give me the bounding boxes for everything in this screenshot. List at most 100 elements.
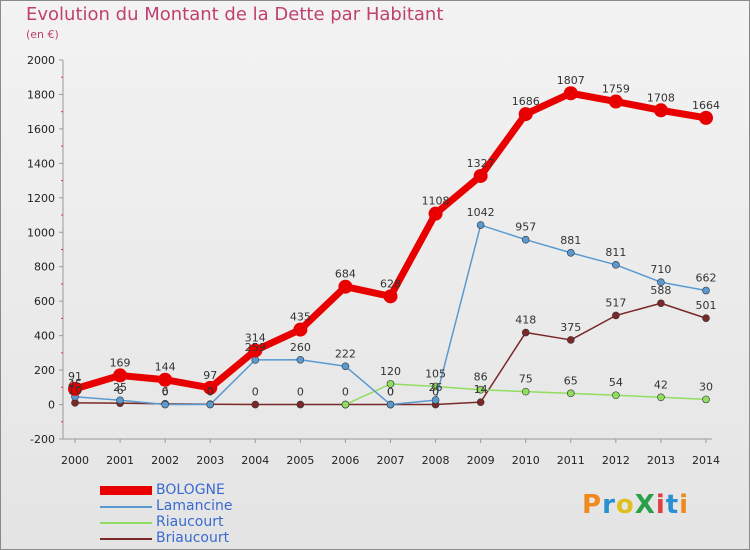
data-label-lamancine: 0 xyxy=(387,386,394,399)
data-label-bologne: 435 xyxy=(290,311,311,324)
data-label-lamancine: 881 xyxy=(560,234,581,247)
data-label-bologne: 1664 xyxy=(692,99,720,112)
point-briaucourt xyxy=(657,299,665,308)
data-label-lamancine: 45 xyxy=(68,378,82,391)
point-bologne xyxy=(653,103,668,118)
point-lamancine xyxy=(612,261,620,269)
axes: -200020040060080010001200140016001800200… xyxy=(27,54,720,467)
data-label-briaucourt: 375 xyxy=(560,321,581,334)
series-line-bologne xyxy=(71,89,710,393)
point-lamancine xyxy=(161,400,169,409)
point-bologne xyxy=(518,107,533,122)
point-lamancine xyxy=(341,362,350,371)
point-lamancine xyxy=(251,356,260,364)
data-label-lamancine: 957 xyxy=(515,221,536,234)
y-tick-label: 1800 xyxy=(27,88,55,101)
data-label-briaucourt: 517 xyxy=(605,296,626,309)
point-bologne xyxy=(338,279,353,294)
data-label-bologne: 1108 xyxy=(422,195,450,208)
point-riaucourt xyxy=(657,393,665,402)
data-label-riaucourt: 120 xyxy=(380,365,401,378)
x-tick-label: 2002 xyxy=(151,454,179,467)
logo-letter: P xyxy=(582,490,603,520)
chart-subtitle: (en €) xyxy=(26,28,59,41)
point-bologne xyxy=(248,343,263,358)
x-tick-label: 2007 xyxy=(377,454,405,467)
x-tick-label: 2005 xyxy=(286,454,314,467)
x-tick-label: 2004 xyxy=(241,454,269,467)
data-label-lamancine: 1042 xyxy=(467,206,495,219)
data-label-briaucourt: 6 xyxy=(117,384,124,397)
y-tick-label: -200 xyxy=(30,433,55,446)
y-tick-label: 1600 xyxy=(27,123,55,136)
data-label-bologne: 91 xyxy=(68,370,82,383)
data-label-riaucourt: 30 xyxy=(699,380,713,393)
point-lamancine xyxy=(206,400,215,409)
point-bologne xyxy=(608,94,623,109)
point-lamancine xyxy=(296,355,305,364)
logo-letter: r xyxy=(602,490,616,520)
point-bologne xyxy=(113,368,128,383)
data-label-bologne: 684 xyxy=(335,268,356,281)
data-label-briaucourt: 0 xyxy=(252,386,259,399)
point-bologne xyxy=(68,381,82,396)
y-tick-label: 800 xyxy=(34,261,55,274)
data-label-briaucourt: 0 xyxy=(207,385,214,398)
data-label-lamancine: 0 xyxy=(162,386,169,399)
data-label-riaucourt: 42 xyxy=(654,378,668,391)
point-lamancine xyxy=(702,286,710,295)
point-lamancine xyxy=(521,235,530,244)
data-label-bologne: 1686 xyxy=(512,95,540,108)
data-label-lamancine: 260 xyxy=(290,341,311,354)
x-tick-label: 2000 xyxy=(61,454,89,467)
y-tick-label: 200 xyxy=(34,364,55,377)
data-label-lamancine: 222 xyxy=(335,347,356,360)
x-tick-label: 2003 xyxy=(196,454,224,467)
data-label-riaucourt: 54 xyxy=(609,376,623,389)
data-label-briaucourt: 0 xyxy=(387,386,394,399)
point-bologne xyxy=(383,289,398,304)
y-tick-label: 1000 xyxy=(27,226,55,239)
legend-label-briaucourt: Briaucourt xyxy=(156,530,230,546)
logo-letter: o xyxy=(615,490,635,520)
data-label-briaucourt: 418 xyxy=(515,314,536,327)
x-tick-label: 2012 xyxy=(602,454,630,467)
point-briaucourt xyxy=(702,314,710,323)
point-bologne xyxy=(699,110,713,125)
data-label-briaucourt: 10 xyxy=(68,384,82,397)
point-riaucourt xyxy=(476,385,485,394)
data-label-bologne: 1708 xyxy=(647,91,675,104)
point-lamancine xyxy=(431,396,440,404)
data-label-briaucourt: 588 xyxy=(650,284,671,297)
point-bologne xyxy=(158,372,173,387)
point-lamancine xyxy=(116,396,124,405)
point-briaucourt xyxy=(476,398,485,406)
data-label-bologne: 1759 xyxy=(602,83,630,96)
x-tick-label: 2010 xyxy=(512,454,540,467)
data-label-bologne: 144 xyxy=(155,361,176,374)
data-label-lamancine: 0 xyxy=(207,386,214,399)
point-briaucourt xyxy=(251,400,260,409)
chart-title: Evolution du Montant de la Dette par Hab… xyxy=(26,4,444,25)
data-label-bologne: 314 xyxy=(245,331,266,344)
x-tick-label: 2014 xyxy=(692,454,720,467)
legend-swatch-briaucourt xyxy=(100,538,152,540)
logo-letter: X xyxy=(634,490,656,520)
point-riaucourt xyxy=(521,387,530,396)
point-briaucourt xyxy=(612,311,620,320)
point-bologne xyxy=(293,322,308,337)
point-riaucourt xyxy=(702,395,710,404)
y-tick-label: 2000 xyxy=(27,54,55,67)
point-bologne xyxy=(203,380,218,395)
data-label-riaucourt: 65 xyxy=(564,374,578,387)
data-label-briaucourt: 14 xyxy=(474,383,488,396)
data-label-lamancine: 259 xyxy=(245,341,266,354)
point-bologne xyxy=(473,168,488,183)
legend-swatch-riaucourt xyxy=(100,522,152,524)
x-tick-label: 2009 xyxy=(467,454,495,467)
data-label-lamancine: 25 xyxy=(113,381,127,394)
legend-label-bologne: BOLOGNE xyxy=(156,482,225,498)
